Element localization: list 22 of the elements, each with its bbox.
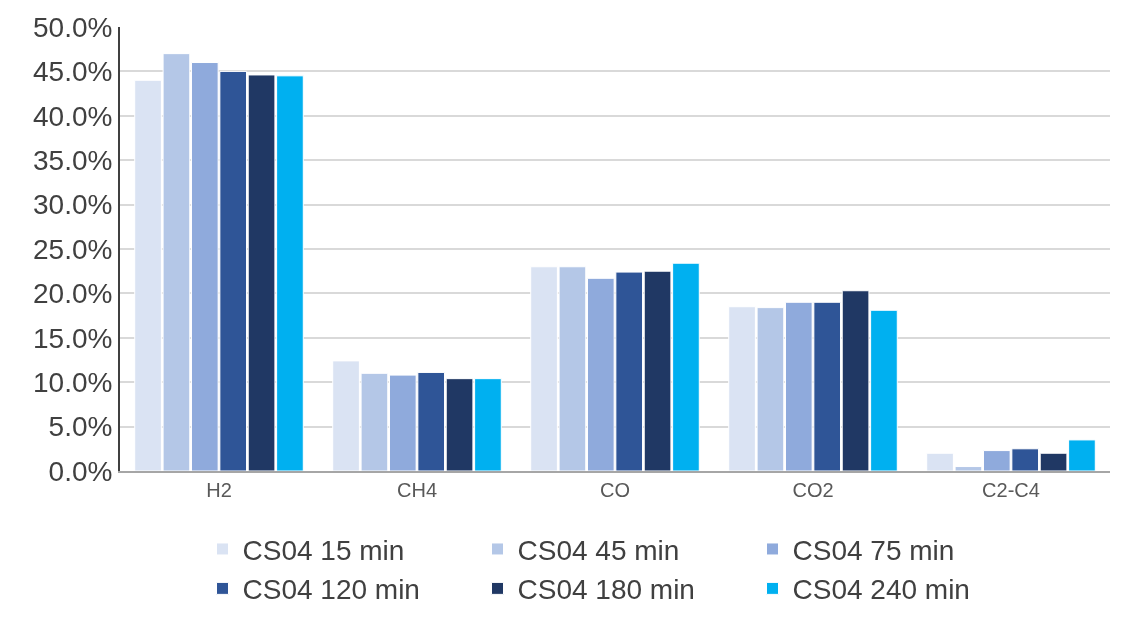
y-tick-label: 30.0% — [32, 189, 113, 221]
y-tick-label: 40.0% — [32, 100, 113, 132]
y-tick-label: 45.0% — [32, 56, 113, 88]
x-tick-label: CO2 — [792, 479, 834, 501]
legend-label: CS04 240 min — [792, 574, 970, 606]
y-tick-label: 5.0% — [48, 411, 113, 443]
legend-label: CS04 45 min — [517, 534, 680, 566]
x-tick-label: CH4 — [396, 479, 438, 501]
legend-label: CS04 15 min — [242, 534, 405, 566]
y-tick-label: 10.0% — [32, 367, 113, 398]
x-tick-label: C2-C4 — [982, 479, 1040, 501]
y-tick-label: 15.0% — [32, 322, 113, 354]
y-tick-label: 20.0% — [32, 278, 113, 310]
y-tick-label: 50.0% — [32, 11, 113, 43]
x-tick-label: CO — [600, 479, 630, 501]
legend-label: CS04 120 min — [242, 574, 420, 606]
legend-label: CS04 75 min — [792, 534, 955, 566]
x-tick-label: H2 — [206, 479, 232, 501]
legend-label: CS04 180 min — [517, 574, 695, 606]
y-tick-label: 0.0% — [48, 455, 113, 487]
y-tick-label: 35.0% — [32, 145, 113, 176]
y-tick-label: 25.0% — [32, 233, 113, 265]
